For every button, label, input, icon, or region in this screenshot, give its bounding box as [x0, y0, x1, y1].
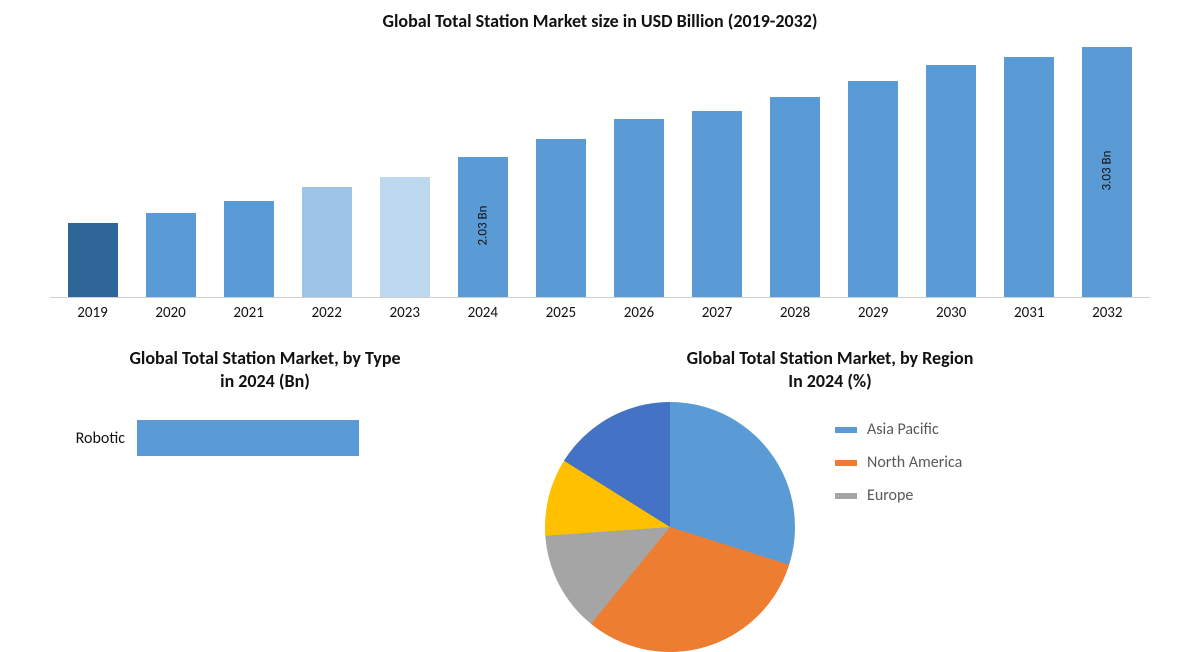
- bar: [848, 81, 898, 297]
- bar: [302, 187, 352, 297]
- bar: [926, 65, 976, 297]
- bar: [146, 213, 196, 297]
- bar-slot: [60, 223, 125, 297]
- type-chart-title: Global Total Station Market, by Type in …: [35, 347, 495, 392]
- bar-slot: [685, 111, 750, 297]
- bar-slot: [763, 97, 828, 297]
- type-chart-title-line1: Global Total Station Market, by Type: [129, 347, 400, 369]
- bar-inline-label: 2.03 Bn: [475, 206, 490, 246]
- lower-row: Global Total Station Market, by Type in …: [0, 347, 1200, 652]
- type-hbar-track: [137, 420, 495, 456]
- bar: [692, 111, 742, 297]
- x-axis-label: 2021: [216, 304, 281, 322]
- region-chart-title: Global Total Station Market, by Region I…: [495, 347, 1165, 392]
- bar: [224, 201, 274, 297]
- legend-swatch: [835, 427, 857, 433]
- x-axis-label: 2020: [138, 304, 203, 322]
- pie-row: Asia Pacific North America Europe: [495, 402, 1165, 652]
- bar-slot: [528, 139, 593, 297]
- legend-item: Europe: [835, 486, 962, 505]
- x-axis-label: 2025: [528, 304, 593, 322]
- legend-swatch: [835, 493, 857, 499]
- bar-slot: [841, 81, 906, 297]
- x-axis-label: 2028: [763, 304, 828, 322]
- type-hbar-row: Robotic: [35, 420, 495, 456]
- legend-label: Europe: [867, 486, 913, 505]
- bar-slot: 3.03 Bn: [1075, 47, 1140, 297]
- legend-label: North America: [867, 453, 962, 472]
- bar-chart-x-axis: 2019 2020 2021 2022 2023 2024 2025 2026 2027 2028…: [50, 298, 1150, 322]
- pie-chart: [545, 402, 795, 652]
- x-axis-label: 2019: [60, 304, 125, 322]
- bar: [380, 177, 430, 297]
- type-chart-section: Global Total Station Market, by Type in …: [35, 347, 495, 652]
- x-axis-label: 2029: [841, 304, 906, 322]
- bar-slot: [294, 187, 359, 297]
- bar-slot: [997, 57, 1062, 297]
- x-axis-label: 2023: [372, 304, 437, 322]
- bar-slot: [919, 65, 984, 297]
- type-hbar: [137, 420, 359, 456]
- x-axis-label: 2030: [919, 304, 984, 322]
- x-axis-label: 2024: [450, 304, 515, 322]
- x-axis-label: 2026: [606, 304, 671, 322]
- x-axis-label: 2032: [1075, 304, 1140, 322]
- bar-slot: [216, 201, 281, 297]
- region-chart-title-line2: In 2024 (%): [788, 370, 871, 392]
- legend-item: Asia Pacific: [835, 420, 962, 439]
- bar: [536, 139, 586, 297]
- type-hbar-label: Robotic: [35, 429, 137, 448]
- bar-slot: 2.03 Bn: [450, 157, 515, 297]
- legend-label: Asia Pacific: [867, 420, 939, 439]
- bar-chart-section: Global Total Station Market size in USD …: [50, 10, 1150, 322]
- type-chart-title-line2: in 2024 (Bn): [220, 370, 310, 392]
- region-chart-title-line1: Global Total Station Market, by Region: [687, 347, 974, 369]
- bar: [770, 97, 820, 297]
- x-axis-label: 2031: [997, 304, 1062, 322]
- bar-slot: [372, 177, 437, 297]
- legend-item: North America: [835, 453, 962, 472]
- bar: [1004, 57, 1054, 297]
- bar-slot: [138, 213, 203, 297]
- pie-legend: Asia Pacific North America Europe: [835, 420, 962, 519]
- region-chart-section: Global Total Station Market, by Region I…: [495, 347, 1165, 652]
- bar: [68, 223, 118, 297]
- bar-inline-label: 3.03 Bn: [1100, 151, 1115, 191]
- x-axis-label: 2022: [294, 304, 359, 322]
- legend-swatch: [835, 460, 857, 466]
- bar: [614, 119, 664, 297]
- bar-chart-plot: 2.03 Bn 3.03 Bn: [50, 47, 1150, 298]
- bar-slot: [606, 119, 671, 297]
- x-axis-label: 2027: [685, 304, 750, 322]
- bar-chart-title: Global Total Station Market size in USD …: [50, 10, 1150, 32]
